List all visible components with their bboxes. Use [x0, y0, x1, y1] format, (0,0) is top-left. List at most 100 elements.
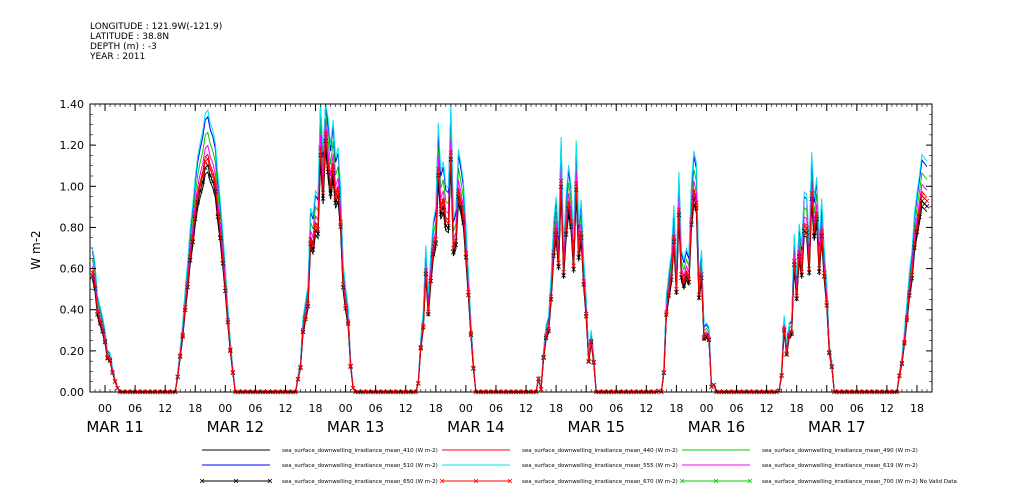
- series-marker-7: [298, 364, 303, 370]
- x-hour-label: 06: [730, 402, 744, 415]
- series-marker-7: [330, 164, 336, 169]
- series-marker-7: [456, 188, 461, 194]
- x-hour-label: 18: [188, 402, 202, 415]
- x-hour-label: 06: [489, 402, 503, 415]
- series-marker-6: [333, 200, 338, 206]
- series-marker-7: [566, 201, 571, 207]
- series-marker-6: [451, 249, 456, 255]
- x-hour-label: 18: [910, 402, 924, 415]
- series-marker-7: [350, 385, 356, 391]
- series-marker-6: [438, 211, 444, 217]
- x-hour-label: 18: [309, 402, 323, 415]
- x-hour-label: 06: [609, 402, 623, 415]
- series-marker-7: [315, 226, 321, 232]
- legend: sea_surface_downwelling_irradiance_mean_…: [199, 448, 957, 485]
- series-marker-7: [696, 292, 702, 298]
- legend-label: sea_surface_downwelling_irradiance_mean_…: [282, 479, 438, 485]
- series-marker-7: [192, 211, 198, 217]
- series-marker-7: [310, 243, 316, 248]
- x-hour-label: 06: [248, 402, 262, 415]
- x-hour-label: 00: [218, 402, 232, 415]
- series-marker-7: [704, 332, 709, 338]
- x-hour-label: 18: [549, 402, 563, 415]
- legend-label: sea_surface_downwelling_irradiance_mean_…: [282, 448, 438, 454]
- series-marker-7: [568, 219, 574, 225]
- series-marker-7: [303, 314, 308, 320]
- series-marker-7: [914, 225, 920, 230]
- series-layer: [90, 103, 930, 395]
- y-tick-label: 1.20: [60, 139, 85, 152]
- series-marker-6: [313, 227, 318, 233]
- series-marker-7: [446, 220, 451, 226]
- series-marker-7: [453, 238, 459, 243]
- series-marker-6: [215, 214, 221, 220]
- series-marker-7: [213, 183, 218, 188]
- series-marker-7: [197, 182, 203, 188]
- series-marker-7: [461, 215, 466, 220]
- year-label: YEAR : 2011: [90, 52, 146, 62]
- series-marker-7: [421, 323, 426, 328]
- series-marker-7: [228, 347, 233, 352]
- series-marker-7: [907, 290, 912, 295]
- series-marker-7: [809, 190, 814, 196]
- series-marker-7: [897, 373, 902, 378]
- series-marker-6: [561, 273, 566, 278]
- series-marker-6: [924, 204, 930, 209]
- series-marker-7: [415, 380, 421, 386]
- series-marker-7: [789, 329, 794, 335]
- series-marker-7: [95, 309, 100, 315]
- x-hour-label: 12: [639, 402, 653, 415]
- series-marker-7: [182, 305, 188, 310]
- x-hour-label: 00: [98, 402, 112, 415]
- series-marker-7: [97, 318, 103, 324]
- series-marker-7: [578, 230, 584, 236]
- longitude-label: LONGITUDE : 121.9W(-121.9): [90, 22, 223, 32]
- series-marker-7: [300, 327, 306, 333]
- series-marker-7: [100, 327, 105, 332]
- series-marker-7: [325, 163, 331, 168]
- series-marker-7: [438, 206, 444, 212]
- series-marker-7: [107, 357, 113, 362]
- series-marker-6: [310, 247, 316, 252]
- series-marker-7: [200, 173, 206, 178]
- y-tick-label: 0.80: [60, 221, 85, 234]
- legend-marker: [267, 478, 273, 484]
- legend-marker: [713, 478, 719, 484]
- series-marker-7: [318, 145, 323, 151]
- series-marker-7: [92, 283, 98, 288]
- series-marker-7: [581, 278, 586, 284]
- series-marker-7: [794, 293, 799, 299]
- series-marker-7: [779, 372, 784, 378]
- series-marker-7: [210, 173, 216, 178]
- series-marker-7: [305, 301, 311, 307]
- series-marker-7: [90, 270, 95, 275]
- series-marker-7: [458, 200, 464, 206]
- series-marker-7: [551, 249, 556, 255]
- series-marker-7: [426, 309, 431, 315]
- series-marker-7: [806, 266, 812, 272]
- series-marker-7: [917, 209, 922, 215]
- series-marker-7: [829, 363, 835, 369]
- series-marker-7: [423, 268, 429, 273]
- series-marker-7: [333, 195, 338, 200]
- series-marker-6: [806, 270, 812, 275]
- series-marker-6: [328, 191, 333, 196]
- x-hour-label: 06: [850, 402, 864, 415]
- series-marker-7: [791, 258, 797, 264]
- series-marker-7: [548, 294, 554, 299]
- series-marker-7: [451, 245, 456, 251]
- series-marker-6: [799, 272, 804, 278]
- axis-layer: 0.00 0.20 0.40 0.60 0.80 1.00 1.20 1.40 00 06 12 18…: [60, 98, 932, 436]
- plot-frame: [89, 103, 933, 393]
- x-hour-label: 12: [880, 402, 894, 415]
- legend-marker: [679, 478, 685, 484]
- series-marker-7: [666, 290, 672, 295]
- x-hour-label: 18: [790, 402, 804, 415]
- series-marker-7: [343, 303, 348, 309]
- series-marker-7: [553, 227, 559, 233]
- series-marker-7: [436, 166, 441, 172]
- series-marker-7: [796, 250, 802, 255]
- series-marker-7: [175, 374, 180, 379]
- series-marker-6: [784, 352, 789, 357]
- series-marker-7: [699, 272, 704, 277]
